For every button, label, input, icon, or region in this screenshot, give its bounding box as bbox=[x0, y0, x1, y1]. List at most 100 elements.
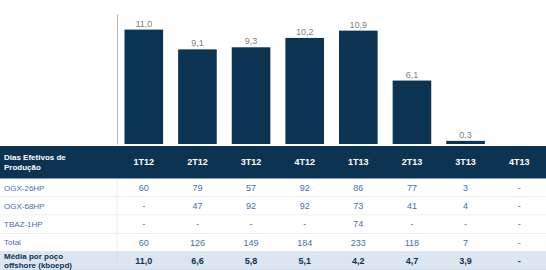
table-text-line: 7 bbox=[463, 238, 468, 248]
table-text: 1T13 bbox=[348, 157, 369, 167]
table-text: 86 bbox=[353, 183, 363, 193]
table-text-line: OGX-26HP bbox=[4, 184, 44, 193]
table-text: 2T12 bbox=[187, 157, 208, 167]
bar bbox=[446, 141, 485, 144]
table-text: 60 bbox=[139, 183, 149, 193]
data-label: 6,1 bbox=[406, 70, 419, 80]
table-text-line: - bbox=[250, 219, 253, 229]
table-text-line: 3,9 bbox=[459, 256, 472, 266]
table-text-line: 86 bbox=[353, 183, 363, 193]
table-text-line: 60 bbox=[139, 183, 149, 193]
table-text-line: - bbox=[518, 256, 521, 266]
table-text-line: 184 bbox=[297, 238, 312, 248]
table-text: - bbox=[464, 219, 467, 229]
data-label: 9,3 bbox=[245, 36, 258, 46]
table-text: 6,6 bbox=[191, 256, 204, 266]
table-text: 60 bbox=[139, 238, 149, 248]
table-text: 47 bbox=[192, 201, 202, 211]
table-text: 79 bbox=[192, 183, 202, 193]
bar bbox=[285, 38, 324, 144]
table-text-line: 6,6 bbox=[191, 256, 204, 266]
table-text-line: 41 bbox=[407, 201, 417, 211]
table-text-line: offshore (kboepd) bbox=[4, 261, 72, 270]
table-text: 3,9 bbox=[459, 256, 472, 266]
table-text-line: - bbox=[518, 238, 521, 248]
bar bbox=[125, 30, 164, 144]
table-row-bg bbox=[0, 252, 546, 270]
table-text: - bbox=[196, 219, 199, 229]
table-text-line: Média por poço bbox=[4, 252, 63, 261]
table-text-line: - bbox=[142, 219, 145, 229]
table-text: Média por poçooffshore (kboepd) bbox=[4, 252, 72, 270]
bar bbox=[232, 47, 271, 144]
table-text-line: - bbox=[518, 219, 521, 229]
table-text-line: 11,0 bbox=[135, 256, 152, 266]
table-text-line: 79 bbox=[192, 183, 202, 193]
table-text-line: 3T13 bbox=[455, 157, 476, 167]
table-row-bg bbox=[0, 179, 546, 197]
table-text: 2T13 bbox=[402, 157, 423, 167]
table-text: 4T12 bbox=[294, 157, 315, 167]
table-text: - bbox=[410, 219, 413, 229]
table-text-line: Dias Efetivos de bbox=[4, 153, 66, 162]
table-text-line: 47 bbox=[192, 201, 202, 211]
table-text: 4,2 bbox=[352, 256, 365, 266]
table: Dias Efetivos deProdução 1T12 2T12 3T12 4T12… bbox=[0, 146, 546, 270]
table-text: 77 bbox=[407, 183, 417, 193]
table-text: 74 bbox=[353, 219, 363, 229]
table-text-line: Total bbox=[4, 238, 21, 247]
data-label: 0,3 bbox=[459, 130, 472, 140]
table-text-line: - bbox=[303, 219, 306, 229]
table-text-line: 1T12 bbox=[134, 157, 155, 167]
table-text-line: 3 bbox=[463, 183, 468, 193]
table-text-line: 118 bbox=[405, 238, 419, 248]
table-text: 92 bbox=[300, 201, 310, 211]
table-text-line: 4 bbox=[463, 201, 468, 211]
table-text-line: - bbox=[518, 183, 521, 193]
table-text: 57 bbox=[246, 183, 256, 193]
table-text-line: 149 bbox=[244, 238, 259, 248]
y-axis bbox=[117, 15, 118, 145]
table-text: - bbox=[518, 201, 521, 211]
table-text: Dias Efetivos deProdução bbox=[4, 153, 66, 172]
table-text-line: 4T12 bbox=[294, 157, 315, 167]
table-text: - bbox=[518, 238, 521, 248]
table-text-line: 92 bbox=[300, 183, 310, 193]
table-text: - bbox=[303, 219, 306, 229]
table-text-line: 2T12 bbox=[187, 157, 208, 167]
table-text: - bbox=[518, 219, 521, 229]
table-text: 7 bbox=[463, 238, 468, 248]
table-text: 126 bbox=[190, 238, 205, 248]
table-text: 4 bbox=[463, 201, 468, 211]
table-text: 5,1 bbox=[298, 256, 311, 266]
table-text: - bbox=[518, 256, 521, 266]
table-text: 233 bbox=[351, 238, 366, 248]
table-text: 1T12 bbox=[134, 157, 155, 167]
table-text-line: 3T12 bbox=[241, 157, 262, 167]
table-text: - bbox=[250, 219, 253, 229]
table-row-bg bbox=[0, 215, 546, 233]
table-text: TBAZ-1HP bbox=[4, 220, 43, 229]
table-text-line: 77 bbox=[407, 183, 417, 193]
table-text-line: - bbox=[410, 219, 413, 229]
table-text-line: 4,2 bbox=[352, 256, 365, 266]
table-text-line: - bbox=[196, 219, 199, 229]
table-text-line: 5,8 bbox=[245, 256, 258, 266]
table-text: - bbox=[142, 201, 145, 211]
table-text: - bbox=[518, 183, 521, 193]
table-text-line: OGX-68HP bbox=[4, 202, 44, 211]
table-text-line: 1T13 bbox=[348, 157, 369, 167]
table-text: 4,7 bbox=[406, 256, 419, 266]
table-text: 184 bbox=[297, 238, 312, 248]
table-text: OGX-26HP bbox=[4, 184, 44, 193]
table-text: - bbox=[142, 219, 145, 229]
table-text: 4T13 bbox=[509, 157, 530, 167]
bar bbox=[178, 49, 217, 144]
bar bbox=[393, 81, 432, 144]
table-text-line: - bbox=[142, 201, 145, 211]
table-text: 3T13 bbox=[455, 157, 476, 167]
table-text-line: 4T13 bbox=[509, 157, 530, 167]
bars bbox=[125, 30, 485, 144]
table-text: 92 bbox=[246, 201, 256, 211]
table-text-line: 60 bbox=[139, 238, 149, 248]
